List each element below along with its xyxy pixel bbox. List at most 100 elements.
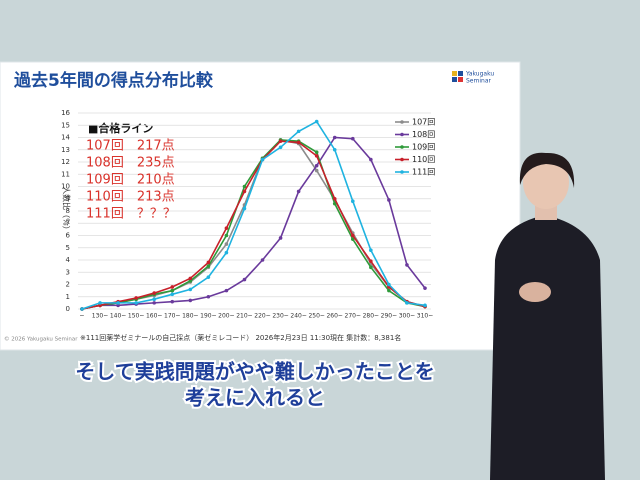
y-tick-label: 10 — [61, 183, 70, 191]
series-marker — [332, 201, 337, 206]
series-marker — [224, 233, 229, 238]
x-tick-label: 250~ — [308, 313, 324, 320]
series-marker — [170, 299, 175, 304]
annotation: 110回 213点 — [86, 190, 175, 205]
x-tick-label: 270~ — [345, 313, 361, 320]
series-marker — [188, 276, 193, 281]
series-marker — [332, 147, 337, 152]
series-marker — [369, 157, 373, 162]
x-tick-label: 190~ — [200, 313, 216, 320]
series-marker — [134, 296, 138, 300]
series-marker — [260, 157, 265, 162]
x-tick-label: 170~ — [164, 313, 180, 320]
logo-text: Yakugaku — [465, 71, 494, 78]
copyright: © 2026 Yakugaku Seminar — [4, 336, 78, 343]
series-marker — [350, 237, 355, 241]
series-marker — [405, 263, 409, 267]
series-marker — [152, 297, 157, 302]
series-marker — [224, 242, 229, 246]
series-marker — [369, 265, 373, 270]
x-tick-label: ~ — [79, 313, 84, 320]
series-marker — [206, 260, 211, 265]
slide-title: 過去5年間の得点分布比較 — [14, 70, 214, 91]
series-marker — [387, 198, 391, 202]
x-tick-label: 300~ — [399, 313, 415, 320]
series-marker — [242, 184, 247, 189]
annotation: 111回 ？？？ — [86, 207, 176, 222]
series-marker — [170, 288, 175, 293]
series-marker — [350, 233, 355, 238]
x-tick-label: 260~ — [326, 313, 342, 320]
subtitle-line: そして実践問題がやや難しかったことを — [75, 360, 434, 384]
y-tick-label: 0 — [66, 305, 70, 313]
series-marker — [405, 301, 409, 305]
series-marker — [206, 275, 211, 279]
presenter — [490, 152, 605, 480]
series-marker — [98, 301, 102, 305]
annotation: 108回 235点 — [86, 156, 175, 171]
x-tick-label: 240~ — [290, 313, 306, 320]
series-marker — [224, 250, 229, 255]
x-tick-label: 210~ — [236, 313, 252, 320]
y-tick-label: 2 — [66, 281, 70, 289]
footnote: ※111回薬学ゼミナールの自己採点（薬ゼミレコード） 2026年2月23日 11… — [80, 333, 401, 342]
series-line — [81, 120, 426, 310]
series-marker — [188, 287, 193, 292]
legend-marker — [400, 157, 404, 162]
x-tick-label: 290~ — [381, 313, 397, 320]
series-marker — [188, 298, 193, 303]
series-marker — [296, 189, 301, 194]
legend-label: 107回 — [412, 118, 435, 127]
annotation: 109回 210点 — [86, 173, 175, 188]
series-marker — [314, 163, 319, 168]
legend-label: 110回 — [412, 155, 435, 164]
series-line — [81, 139, 426, 310]
series-marker — [278, 145, 283, 150]
x-tick-label: 180~ — [182, 313, 198, 320]
x-tick-label: 220~ — [254, 313, 270, 320]
annotation-heading: ■合格ライン — [88, 121, 153, 135]
presenter-hands — [519, 282, 551, 302]
y-tick-label: 11 — [61, 170, 70, 178]
series-marker — [296, 129, 301, 134]
series-marker — [423, 303, 427, 308]
series-marker — [152, 291, 157, 295]
series-marker — [332, 135, 337, 140]
x-tick-label: 230~ — [272, 313, 288, 320]
series-marker — [350, 136, 355, 141]
presenter-body — [490, 215, 605, 480]
series-marker — [387, 288, 391, 293]
series-marker — [206, 264, 211, 268]
series-marker — [314, 119, 319, 124]
y-tick-label: 13 — [61, 146, 70, 154]
subtitle-line: 考えに入れると — [185, 386, 325, 410]
series-marker — [134, 301, 138, 305]
y-tick-label: 5 — [66, 244, 70, 252]
series-marker — [170, 285, 175, 289]
presenter-face — [523, 155, 569, 209]
slide — [0, 62, 520, 350]
legend-marker — [400, 132, 404, 137]
series-marker — [423, 286, 427, 290]
logo: Yakugaku Seminar — [452, 71, 494, 85]
y-tick-label: 7 — [66, 219, 70, 227]
series-marker — [170, 292, 175, 297]
legend-label: 109回 — [412, 143, 435, 152]
series-marker — [242, 277, 247, 282]
x-tick-label: 160~ — [146, 313, 162, 320]
logo-dot — [458, 77, 463, 82]
legend-marker — [400, 170, 404, 174]
series-marker — [242, 206, 247, 211]
x-tick-label: 200~ — [218, 313, 234, 320]
annotation: 107回 217点 — [86, 139, 175, 154]
legend-marker — [400, 120, 404, 124]
series-marker — [314, 154, 319, 158]
series-marker — [206, 294, 211, 299]
y-tick-label: 14 — [61, 134, 70, 142]
legend-label: 108回 — [412, 130, 435, 139]
series-marker — [332, 196, 337, 201]
legend-marker — [400, 145, 404, 149]
y-tick-label: 3 — [66, 268, 70, 276]
